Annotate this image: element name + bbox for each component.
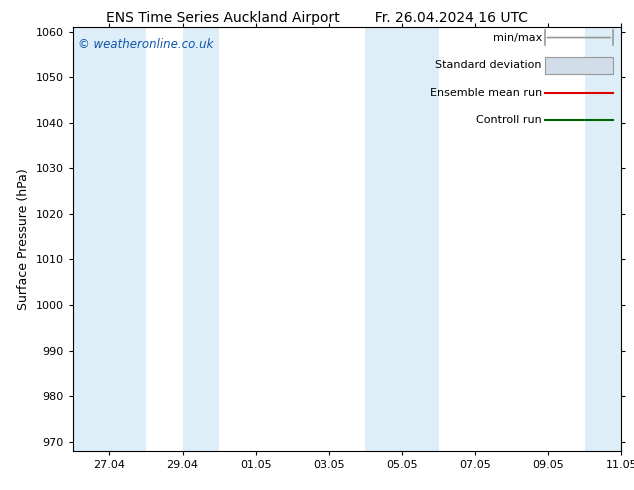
Text: © weatheronline.co.uk: © weatheronline.co.uk xyxy=(79,38,214,50)
Text: Standard deviation: Standard deviation xyxy=(436,60,542,70)
Bar xyxy=(183,27,219,451)
Bar xyxy=(73,27,146,451)
Bar xyxy=(365,27,439,451)
Text: Ensemble mean run: Ensemble mean run xyxy=(430,88,542,98)
Text: ENS Time Series Auckland Airport        Fr. 26.04.2024 16 UTC: ENS Time Series Auckland Airport Fr. 26.… xyxy=(106,11,528,25)
Text: min/max: min/max xyxy=(493,32,542,43)
Bar xyxy=(585,27,621,451)
Y-axis label: Surface Pressure (hPa): Surface Pressure (hPa) xyxy=(17,168,30,310)
Bar xyxy=(545,57,613,74)
Text: Controll run: Controll run xyxy=(476,115,542,125)
